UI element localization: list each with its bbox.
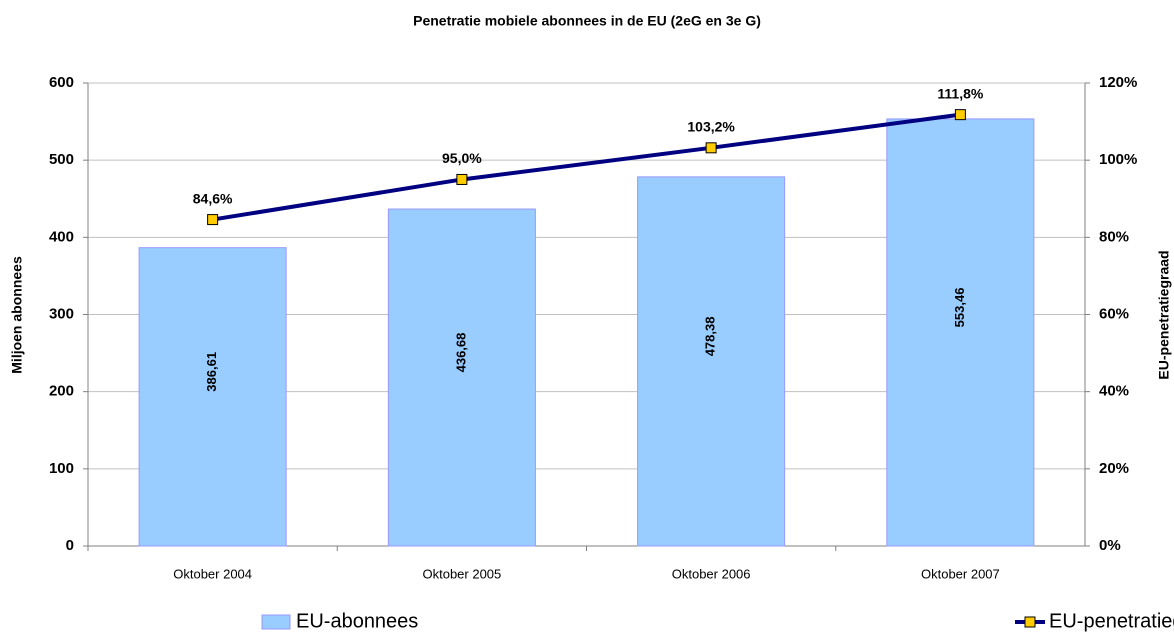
y-tick-label: 0 [66,537,74,554]
y-tick-label: 100 [49,460,74,477]
y2-tick-label: 60% [1099,305,1129,322]
bar [138,247,287,547]
line-value-label: 84,6% [193,190,233,206]
y2-tick-label: 80% [1099,228,1129,245]
bar-value-label: 386,61 [204,352,219,392]
legend-swatch [261,614,291,630]
y2-tick-label: 0% [1099,537,1121,554]
y-tick-label: 400 [49,228,74,245]
x-tick-label: Oktober 2004 [173,566,252,581]
line-value-label: 95,0% [442,150,482,166]
x-tick-label: Oktober 2006 [672,566,751,581]
y2-tick-label: 120% [1099,74,1137,91]
line-marker [954,109,966,121]
bar-value-label: 553,46 [952,288,967,328]
x-tick-label: Oktober 2005 [422,566,501,581]
line-marker [456,173,468,185]
y-tick-label: 600 [49,74,74,91]
line-marker [705,142,717,154]
line-value-label: 111,8% [937,85,983,101]
bar [387,208,536,547]
y2-tick-label: 40% [1099,383,1129,400]
legend-label: EU-abonnees [296,610,418,632]
bar [886,118,1035,547]
bar [637,176,786,547]
line-value-label: 103,2% [687,119,735,135]
bar-value-label: 436,68 [453,333,468,373]
line-marker [207,214,219,226]
y2-axis-label: EU-penetratiegraad [1156,250,1172,379]
y2-tick-label: 20% [1099,460,1129,477]
y-tick-label: 500 [49,151,74,168]
line [212,112,961,222]
y-tick-label: 200 [49,383,74,400]
legend-label: EU-penetratiegraad [1049,610,1174,632]
legend-marker [1024,616,1036,628]
bar-value-label: 478,38 [703,317,718,357]
y2-tick-label: 100% [1099,151,1137,168]
chart-title: Penetratie mobiele abonnees in de EU (2e… [413,13,761,29]
x-tick-label: Oktober 2007 [921,566,1000,581]
y-axis-label: Miljoen abonnees [9,256,25,374]
y-tick-label: 300 [49,305,74,322]
